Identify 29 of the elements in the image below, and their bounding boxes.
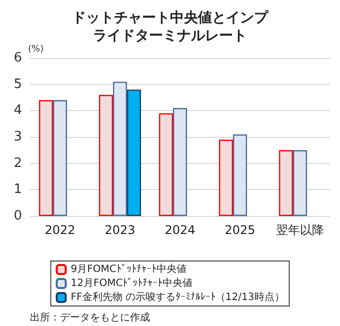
x-tick-label: 翌年以降 [276, 223, 324, 237]
bar [173, 108, 187, 216]
chart-title: ドットチャート中央値とインプライドターミナルレート [72, 9, 269, 44]
bar [279, 150, 293, 216]
bar [233, 134, 247, 216]
y-tick-label: 3 [14, 130, 22, 144]
y-tick-label: 1 [14, 182, 22, 198]
legend-label: FF金利先物 の示唆するﾀｰﾐﾅﾙﾚｰﾄ（12/13時点） [70, 291, 284, 303]
bar [39, 100, 53, 216]
x-tick-label: 2022 [44, 223, 76, 237]
y-tick-label: 5 [14, 76, 22, 92]
x-tick-label: 2023 [104, 223, 136, 237]
y-axis-title: (%) [28, 44, 44, 54]
bar [127, 90, 141, 216]
x-tick-label: 2024 [164, 223, 196, 237]
x-tick-label: 2025 [224, 223, 256, 237]
y-tick-label: 2 [14, 156, 22, 171]
legend-label: 12月FOMCﾄﾞｯﾄﾁｬｰﾄ中央値 [70, 277, 193, 289]
y-tick-label: 0 [14, 208, 22, 224]
bar [53, 100, 67, 216]
legend-label: 9月FOMCﾄﾞｯﾄﾁｬｰﾄ中央値 [70, 263, 186, 275]
y-tick-label: 6 [14, 50, 22, 66]
bar [99, 94, 113, 216]
bar [293, 150, 307, 216]
bar [219, 140, 233, 216]
bar [159, 113, 173, 216]
y-tick-label: 4 [14, 103, 22, 118]
text: 出所：データをもとに作成 [30, 312, 150, 324]
bar [113, 82, 127, 216]
